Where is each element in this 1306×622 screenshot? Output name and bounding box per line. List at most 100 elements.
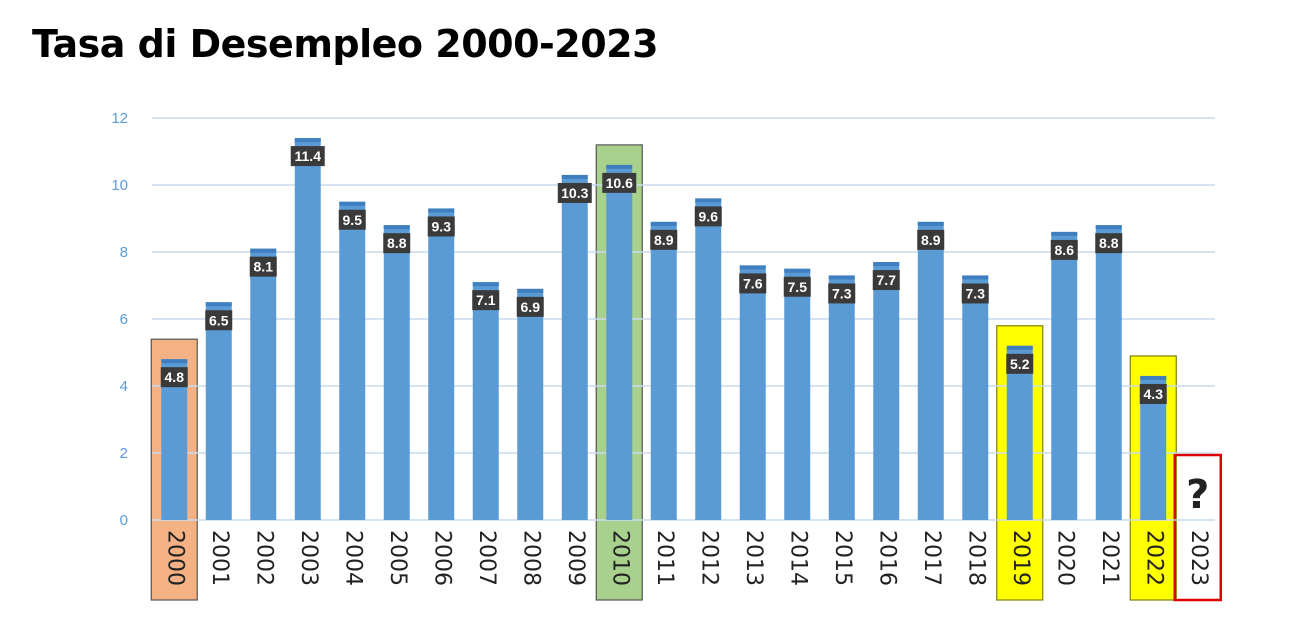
data-label: 7.3 bbox=[966, 285, 986, 301]
bar-cap bbox=[695, 198, 722, 203]
data-label: 8.8 bbox=[387, 235, 407, 251]
bar-cap bbox=[561, 174, 588, 179]
data-label: 10.6 bbox=[606, 175, 633, 191]
bar bbox=[873, 262, 900, 520]
bar bbox=[561, 174, 588, 520]
x-tick-label: 2017 bbox=[919, 530, 944, 586]
data-label: 6.9 bbox=[521, 299, 541, 315]
bar bbox=[962, 275, 989, 520]
data-label-bg bbox=[427, 216, 455, 237]
x-tick-label: 2004 bbox=[340, 530, 365, 586]
data-label: 8.6 bbox=[1055, 242, 1075, 258]
data-label: 7.5 bbox=[788, 279, 808, 295]
data-label: 8.9 bbox=[921, 232, 941, 248]
bar-cap bbox=[339, 201, 366, 206]
data-label-bg bbox=[205, 310, 233, 331]
bar-cap bbox=[472, 282, 499, 287]
bar-cap bbox=[383, 225, 410, 230]
data-label-bg bbox=[602, 172, 637, 193]
data-label-bg bbox=[694, 206, 722, 227]
data-label-bg bbox=[828, 283, 856, 304]
data-label-bg bbox=[383, 233, 411, 254]
data-label: 7.1 bbox=[476, 292, 496, 308]
data-label-bg bbox=[1006, 353, 1034, 374]
x-tick-label: 2005 bbox=[385, 530, 410, 586]
highlight-box-2023 bbox=[1173, 453, 1222, 602]
bar-cap bbox=[428, 208, 455, 213]
data-label: 7.7 bbox=[877, 272, 897, 288]
data-label-bg bbox=[650, 229, 678, 250]
x-tick-label: 2002 bbox=[251, 530, 276, 586]
bar bbox=[606, 164, 633, 520]
data-label: 7.6 bbox=[743, 275, 763, 291]
data-label: 9.5 bbox=[343, 212, 363, 228]
data-label: 11.4 bbox=[295, 148, 322, 164]
y-tick-label: 2 bbox=[120, 445, 128, 462]
bar bbox=[205, 302, 232, 520]
page-title: Tasa di Desempleo 2000-2023 bbox=[32, 22, 659, 66]
data-label-bg bbox=[290, 146, 325, 167]
bar bbox=[294, 138, 321, 520]
bar-cap bbox=[294, 138, 321, 143]
x-tick-label: 2010 bbox=[607, 530, 632, 586]
data-label: 4.3 bbox=[1144, 386, 1164, 402]
x-tick-label: 2001 bbox=[207, 530, 232, 586]
data-label-bg bbox=[783, 276, 811, 297]
data-label: 4.8 bbox=[165, 369, 185, 385]
data-label: 9.3 bbox=[432, 218, 452, 234]
x-tick-label: 2019 bbox=[1008, 530, 1033, 586]
bar-cap bbox=[517, 288, 544, 293]
x-tick-label: 2011 bbox=[652, 530, 677, 586]
bar-cap bbox=[205, 302, 232, 307]
bar bbox=[695, 198, 722, 520]
bar-cap bbox=[784, 268, 811, 273]
y-tick-label: 12 bbox=[111, 110, 128, 127]
bar-cap bbox=[250, 248, 277, 253]
data-label-bg bbox=[1050, 239, 1078, 260]
bar-cap bbox=[650, 221, 677, 226]
bar-cap bbox=[1006, 345, 1033, 350]
bar bbox=[828, 275, 855, 520]
data-label-bg bbox=[739, 273, 767, 294]
data-label: 8.1 bbox=[254, 259, 274, 275]
data-label-bg bbox=[160, 367, 188, 388]
bar bbox=[383, 225, 410, 520]
x-tick-label: 2009 bbox=[563, 530, 588, 586]
y-tick-label: 8 bbox=[120, 244, 128, 261]
x-tick-label: 2007 bbox=[474, 530, 499, 586]
bar bbox=[472, 282, 499, 520]
x-tick-label: 2016 bbox=[874, 530, 899, 586]
x-tick-label: 2018 bbox=[963, 530, 988, 586]
x-tick-label: 2008 bbox=[518, 530, 543, 586]
bar-cap bbox=[1095, 225, 1122, 230]
data-label-bg bbox=[338, 209, 366, 230]
data-label-bg bbox=[961, 283, 989, 304]
bar-cap bbox=[161, 359, 188, 364]
x-tick-label: 2015 bbox=[830, 530, 855, 586]
bar bbox=[917, 221, 944, 520]
bar bbox=[428, 208, 455, 520]
data-label-bg bbox=[472, 290, 500, 311]
x-tick-label: 2013 bbox=[741, 530, 766, 586]
bar bbox=[339, 201, 366, 520]
bar bbox=[517, 288, 544, 520]
x-tick-label: 2012 bbox=[696, 530, 721, 586]
x-tick-label: 2020 bbox=[1052, 530, 1077, 586]
data-label-bg bbox=[1095, 233, 1123, 254]
bar bbox=[739, 265, 766, 520]
data-label-bg bbox=[872, 270, 900, 291]
data-label: 8.8 bbox=[1099, 235, 1119, 251]
data-label-bg bbox=[249, 256, 277, 277]
bar bbox=[784, 268, 811, 520]
bar-cap bbox=[962, 275, 989, 280]
data-label: 6.5 bbox=[209, 312, 229, 328]
y-tick-label: 0 bbox=[120, 512, 128, 529]
data-label-bg bbox=[1139, 383, 1167, 404]
bar bbox=[1051, 231, 1078, 520]
bar-cap bbox=[606, 164, 633, 169]
data-label-bg bbox=[557, 182, 592, 203]
bar-cap bbox=[739, 265, 766, 270]
x-tick-label: 2022 bbox=[1141, 530, 1166, 586]
x-tick-label: 2006 bbox=[429, 530, 454, 586]
